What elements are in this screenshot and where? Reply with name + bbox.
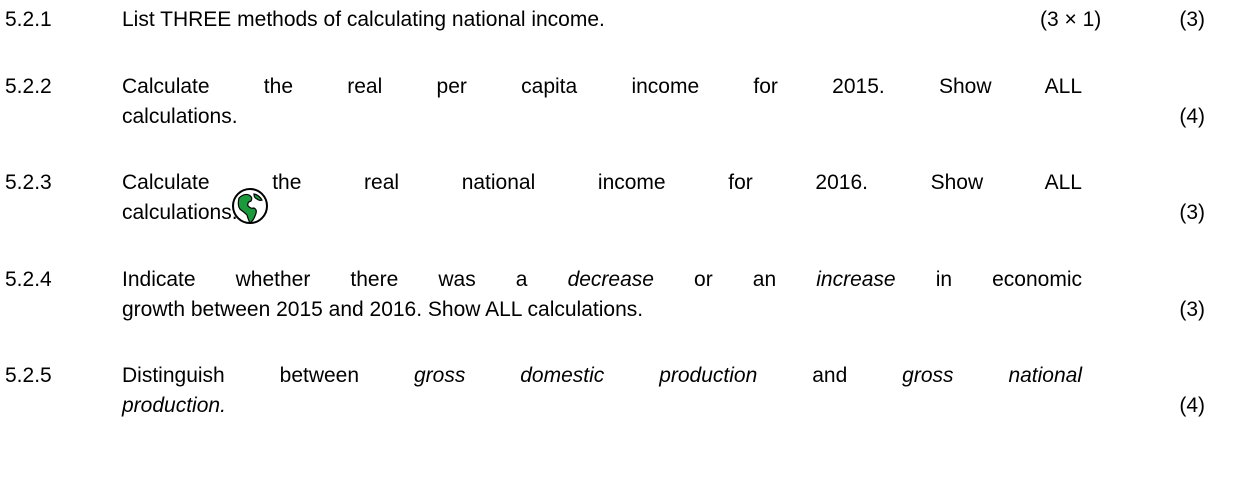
- question-line: calculations.: [122, 102, 1082, 132]
- text-segment: growth between 2015 and 2016. Show ALL c…: [122, 298, 644, 321]
- globe-icon: [232, 188, 268, 224]
- text-segment: increase: [816, 268, 896, 291]
- marks: (4): [1179, 394, 1205, 417]
- question-line: Indicate whether there was a decrease or…: [122, 265, 1082, 295]
- question-line: List THREE methods of calculating nation…: [122, 5, 1082, 35]
- question-number: 5.2.3: [5, 171, 52, 194]
- text-segment: gross national: [902, 364, 1083, 387]
- question-line: growth between 2015 and 2016. Show ALL c…: [122, 295, 1082, 325]
- mark-breakdown: (3 × 1): [1040, 8, 1102, 31]
- text-segment: decrease: [567, 268, 654, 291]
- question-number: 5.2.2: [5, 75, 52, 98]
- question-line: Calculate the real national income for 2…: [122, 168, 1082, 198]
- marks: (3): [1179, 8, 1205, 31]
- text-segment: Calculate the real national income for 2…: [122, 171, 1082, 194]
- text-segment: Distinguish between: [122, 364, 414, 387]
- text-segment: List THREE methods of calculating nation…: [122, 8, 605, 31]
- question-number: 5.2.4: [5, 268, 52, 291]
- text-segment: gross domestic production: [413, 364, 758, 387]
- text-segment: production.: [122, 394, 226, 417]
- marks: (3): [1179, 201, 1205, 224]
- text-segment: calculations.: [122, 201, 238, 224]
- question-line: production.: [122, 391, 1082, 421]
- marks: (4): [1179, 105, 1205, 128]
- text-segment: calculations.: [122, 105, 238, 128]
- text-segment: and: [757, 364, 903, 387]
- question-number: 5.2.5: [5, 364, 52, 387]
- question-line: calculations.: [122, 198, 1082, 228]
- question-line: Distinguish between gross domestic produ…: [122, 361, 1082, 391]
- question-number: 5.2.1: [5, 8, 52, 31]
- text-segment: Indicate whether there was a: [122, 268, 568, 291]
- text-segment: or an: [653, 268, 817, 291]
- question-line: Calculate the real per capita income for…: [122, 72, 1082, 102]
- marks: (3): [1179, 298, 1205, 321]
- text-segment: in economic: [895, 268, 1083, 291]
- text-segment: Calculate the real per capita income for…: [122, 75, 1082, 98]
